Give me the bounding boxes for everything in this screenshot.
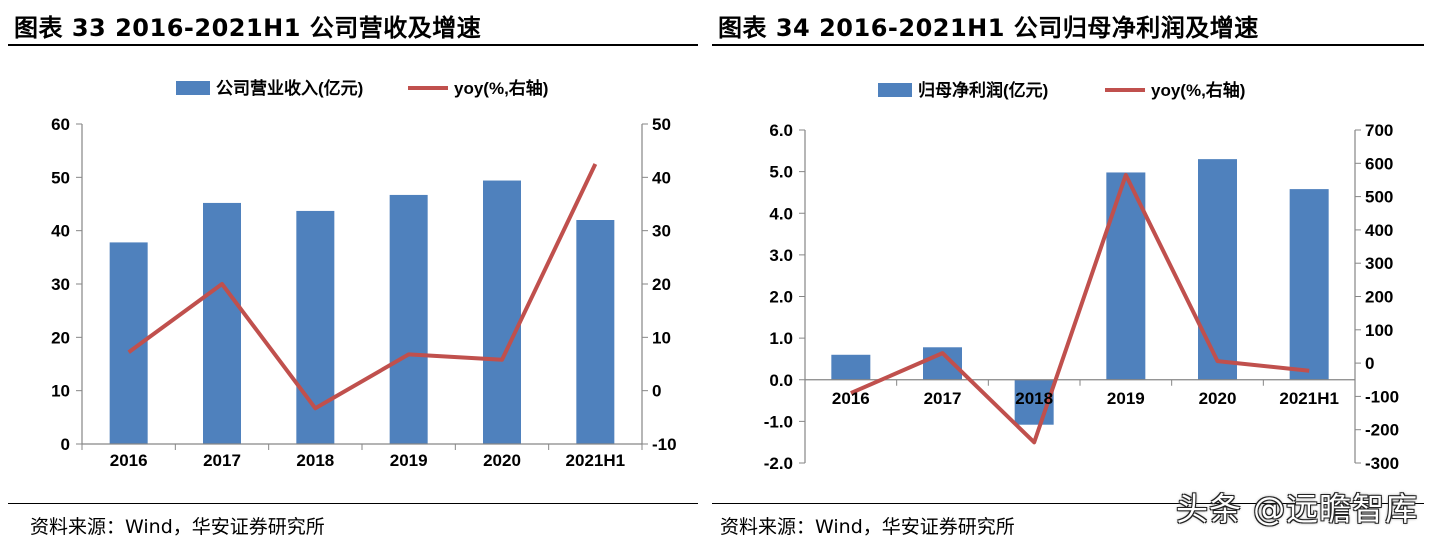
left-axis-tick-label: 3.0 xyxy=(769,246,793,265)
left-axis-tick-label: 30 xyxy=(51,275,70,294)
category-label: 2017 xyxy=(924,389,962,408)
bar xyxy=(389,194,428,444)
right-axis-tick-label: -200 xyxy=(1365,421,1399,440)
figure-title: 图表 33 2016-2021H1 公司营收及增速 xyxy=(14,14,482,42)
legend-label-bar: 公司营业收入(亿元) xyxy=(216,78,363,98)
legend-swatch-bar xyxy=(878,83,912,97)
bar xyxy=(483,180,521,445)
revenue-panel: 图表 33 2016-2021H1 公司营收及增速 公司营业收入(亿元) yoy(… xyxy=(0,0,700,548)
source-rule xyxy=(712,503,1424,504)
right-axis-tick-label: -10 xyxy=(652,435,677,454)
left-axis-tick-label: 0.0 xyxy=(769,371,793,390)
left-axis-tick-label: 4.0 xyxy=(769,204,793,223)
bar xyxy=(203,202,241,444)
category-label: 2019 xyxy=(1107,389,1145,408)
category-label: 2020 xyxy=(1199,389,1237,408)
yoy-line xyxy=(850,172,1310,445)
left-axis-tick-label: -2.0 xyxy=(764,454,793,473)
right-axis-tick-label: 0 xyxy=(1365,354,1374,373)
legend-label-line: yoy(%,右轴) xyxy=(454,78,548,98)
right-axis-tick-label: 30 xyxy=(652,222,671,241)
left-axis-tick-label: 20 xyxy=(51,328,70,347)
right-axis-tick-label: 300 xyxy=(1365,254,1393,273)
watermark: 头条 @远瞻智库 xyxy=(1176,490,1419,528)
right-axis-tick-label: 600 xyxy=(1365,154,1393,173)
right-axis-tick-label: 400 xyxy=(1365,221,1393,240)
right-axis-tick-label: -100 xyxy=(1365,387,1399,406)
left-axis-tick-label: 50 xyxy=(51,168,70,187)
legend-swatch-bar xyxy=(176,81,210,95)
net-profit-chart: 归母净利润(亿元) yoy(%,右轴) 6.0 5.0 4.0 3.0 2.0 1.0 0.0 -… xyxy=(764,80,1399,473)
revenue-chart: 公司营业收入(亿元) yoy(%,右轴) 60 50 40 30 20 10 0 50 40 30 20… xyxy=(51,78,677,470)
right-axis-tick-label: 50 xyxy=(652,115,671,134)
category-label: 2016 xyxy=(832,389,870,408)
right-axis-tick-label: 200 xyxy=(1365,288,1393,307)
category-label: 2019 xyxy=(390,451,428,470)
right-axis-tick-label: 700 xyxy=(1365,121,1393,140)
right-axis-tick-label: 100 xyxy=(1365,321,1393,340)
source-rule xyxy=(8,503,698,504)
legend-label-bar: 归母净利润(亿元) xyxy=(918,80,1048,100)
right-axis-tick-label: 0 xyxy=(652,382,661,401)
left-axis-tick-label: 6.0 xyxy=(769,121,793,140)
category-label: 2021H1 xyxy=(1279,389,1339,408)
right-axis-tick-label: -300 xyxy=(1365,454,1399,473)
category-label: 2018 xyxy=(1015,389,1053,408)
category-label: 2017 xyxy=(203,451,241,470)
right-axis-tick-label: 20 xyxy=(652,275,671,294)
right-axis-tick-label: 10 xyxy=(652,328,671,347)
bar xyxy=(1198,159,1237,380)
category-label: 2016 xyxy=(110,451,148,470)
category-label: 2020 xyxy=(483,451,521,470)
left-axis-tick-label: 2.0 xyxy=(769,288,793,307)
left-axis-tick-label: 60 xyxy=(51,115,70,134)
source-note: 资料来源：Wind，华安证券研究所 xyxy=(720,516,1015,538)
yoy-line xyxy=(127,163,598,411)
left-axis-tick-label: 5.0 xyxy=(769,163,793,182)
title-rule xyxy=(712,44,1424,46)
category-label: 2018 xyxy=(296,451,334,470)
bar xyxy=(576,220,615,444)
bar xyxy=(1289,189,1329,380)
left-axis-tick-label: 0 xyxy=(61,435,70,454)
left-axis-tick-label: 10 xyxy=(51,382,70,401)
legend-label-line: yoy(%,右轴) xyxy=(1151,80,1245,100)
figure-title: 图表 34 2016-2021H1 公司归母净利润及增速 xyxy=(718,14,1259,42)
title-rule xyxy=(8,44,698,46)
bar xyxy=(831,354,871,380)
profit-panel: 图表 34 2016-2021H1 公司归母净利润及增速 归母净利润(亿元) yo… xyxy=(712,0,1450,548)
left-axis-tick-label: 40 xyxy=(51,222,70,241)
left-axis-tick-label: 1.0 xyxy=(769,329,793,348)
right-axis-tick-label: 40 xyxy=(652,168,671,187)
source-note: 资料来源：Wind，华安证券研究所 xyxy=(30,516,325,538)
right-axis-tick-label: 500 xyxy=(1365,188,1393,207)
left-axis-tick-label: -1.0 xyxy=(764,412,793,431)
category-label: 2021H1 xyxy=(566,451,626,470)
